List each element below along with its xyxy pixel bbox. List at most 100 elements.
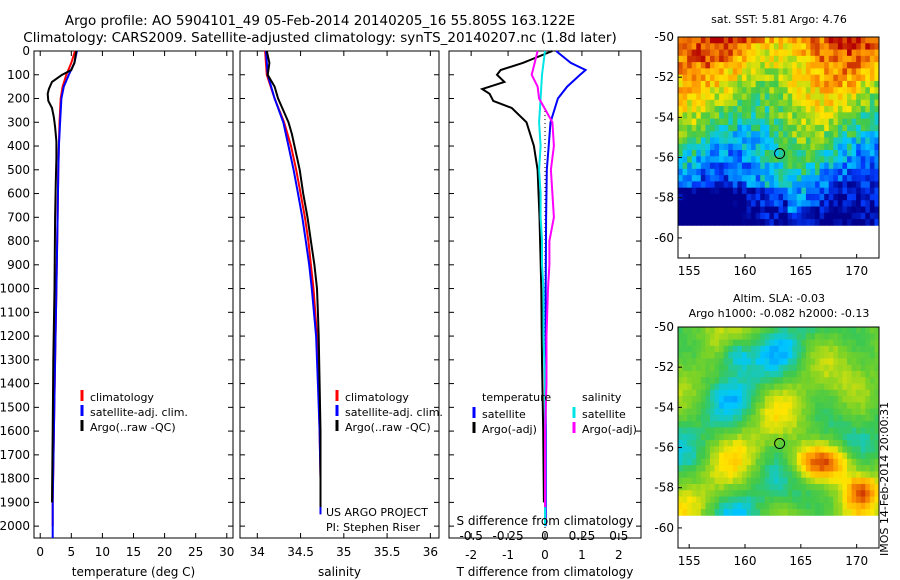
heatmap-cell [837,358,843,366]
heatmap-cell [773,383,779,391]
heatmap-cell [719,358,725,366]
heatmap-cell [696,162,702,170]
heatmap-cell [691,181,697,189]
heatmap-cell [778,80,784,88]
heatmap-cell [728,168,734,176]
heatmap-cell [728,62,734,69]
heatmap-cell [842,43,848,50]
heatmap-cell [787,414,793,422]
heatmap-cell [869,383,875,391]
heatmap-cell [787,106,793,113]
heatmap-cell [874,118,880,126]
series-line-difference-3 [530,50,555,508]
heatmap-cell [723,364,729,372]
heatmap-cell [801,181,807,189]
heatmap-cell [778,364,784,372]
heatmap-cell [837,193,843,201]
heatmap-cell [801,162,807,170]
heatmap-cell [737,175,743,182]
heatmap-cell [760,99,766,107]
heatmap-cell [728,187,734,195]
heatmap-cell [865,333,871,340]
heatmap-cell [696,118,702,126]
heatmap-cell [869,93,875,101]
heatmap-cell [751,137,757,145]
heatmap-cell [755,465,761,472]
heatmap-cell [792,118,798,126]
heatmap-cell [773,137,779,145]
heatmap-cell [801,99,807,107]
heatmap-cell [714,433,720,441]
heatmap-cell [732,358,738,366]
heatmap-cell [719,433,725,441]
heatmap-cell [741,49,747,57]
heatmap-cell [837,458,843,466]
heatmap-cell [691,219,697,226]
heatmap-cell [746,440,752,447]
heatmap-cell [837,389,843,397]
heatmap-cell [678,137,683,145]
heatmap-cell [691,80,697,88]
heatmap-cell [860,150,866,157]
heatmap-cell [792,477,798,485]
heatmap-cell [691,358,697,366]
heatmap-cell [709,458,715,466]
heatmap-cell [824,62,830,69]
heatmap-cell [796,181,802,189]
heatmap-cell [810,219,816,226]
heatmap-cell [696,49,702,57]
heatmap-cell [746,156,752,163]
heatmap-cell [869,458,875,466]
heatmap-cell [837,483,843,491]
heatmap-cell [801,80,807,88]
heatmap-cell [865,87,871,94]
heatmap-cell [810,345,816,353]
heatmap-cell [801,118,807,126]
heatmap-cell [787,502,793,510]
heatmap-cell [714,333,720,340]
heatmap-cell [751,206,757,214]
heatmap-cell [851,99,857,107]
heatmap-cell [833,402,839,410]
heatmap-cell [755,187,761,195]
heatmap-cell [719,339,725,347]
heatmap-cell [842,471,848,479]
heatmap-cell [828,131,834,138]
heatmap-cell [824,181,830,189]
heatmap-cell [728,383,734,391]
heatmap-cell [705,402,711,410]
heatmap-cell [801,156,807,163]
heatmap-cell [746,352,752,359]
heatmap-cell [755,408,761,416]
heatmap-cell [869,112,875,120]
heatmap-cell [783,168,789,176]
heatmap-cell [796,490,802,497]
heatmap-cell [719,99,725,107]
heatmap-cell [741,212,747,220]
heatmap-cell [764,477,770,485]
heatmap-cell [815,377,821,384]
heatmap-cell [860,333,866,340]
heatmap-cell [819,490,825,497]
x-tick-label-difference: 0 [541,548,549,562]
heatmap-cell [687,483,693,491]
heatmap-cell [773,143,779,151]
heatmap-cell [773,49,779,57]
heatmap-cell [837,327,843,334]
heatmap-cell [792,496,798,504]
heatmap-cell [696,421,702,428]
heatmap-cell [778,471,784,479]
heatmap-cell [837,421,843,428]
heatmap-cell [815,68,821,76]
heatmap-cell [801,389,807,397]
map-x-tick-label: 170 [845,264,868,278]
legend-label-temperature: Argo(..raw -QC) [90,421,176,434]
heatmap-cell [805,175,811,182]
heatmap-cell [737,68,743,76]
heatmap-cell [728,414,734,422]
heatmap-cell [751,212,757,220]
heatmap-cell [709,43,715,50]
heatmap-cell [865,389,871,397]
heatmap-cell [687,509,693,516]
heatmap-cell [778,106,784,113]
